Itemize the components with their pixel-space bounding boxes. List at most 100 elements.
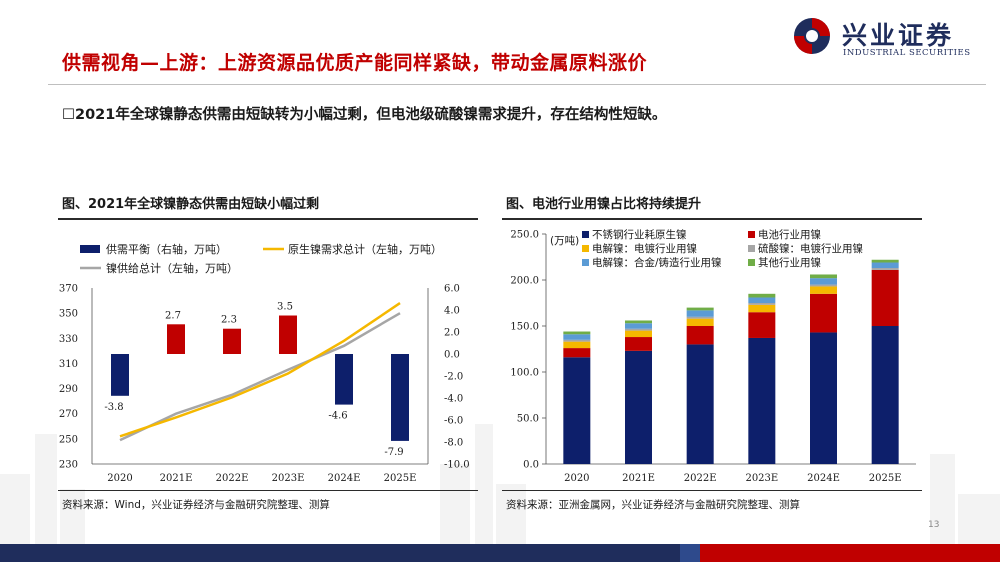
- stacked-bar-segment: [810, 293, 837, 333]
- balance-data-label: 2.3: [221, 315, 237, 326]
- stacked-bar-segment: [748, 337, 776, 464]
- balance-bar: [279, 315, 297, 354]
- left-axis-tick: 330: [59, 334, 78, 345]
- stacked-bar-segment: [563, 334, 591, 340]
- x-axis-tick: 2020: [107, 473, 132, 484]
- balance-data-label: -7.9: [384, 447, 403, 458]
- stacked-bar-segment: [748, 303, 776, 305]
- left-axis-tick: 230: [59, 460, 78, 471]
- right-chart-title: 图、电池行业用镍占比将持续提升: [506, 197, 702, 212]
- left-axis-tick: 310: [59, 359, 78, 370]
- right-axis-tick: -6.0: [444, 416, 463, 427]
- right-chart-bottom-rule: [502, 490, 922, 491]
- legend-label: 电解镍：电镀行业用镍: [592, 242, 697, 255]
- right-axis-tick: 4.0: [444, 306, 460, 317]
- stacked-bar-segment: [625, 320, 652, 324]
- x-axis-tick: 2024E: [328, 473, 361, 484]
- stacked-bar-segment: [625, 323, 652, 329]
- left-chart-top-rule: [58, 218, 478, 220]
- stacked-bar-segment: [563, 348, 591, 358]
- supply-demand-chart: 供需平衡（右轴，万吨） 原生镍需求总计（左轴，万吨） 镍供给总计（左轴，万吨） 230…: [59, 242, 470, 484]
- right-axis-tick: -4.0: [444, 394, 463, 405]
- nickel-usage-chart: 0.0 50.0 100.0 150.0 200.0 250.0 (万吨) 不锈钢行业耗原生镍…: [510, 228, 916, 484]
- stacked-bar-segment: [563, 339, 591, 342]
- stacked-bar-segment: [686, 344, 714, 464]
- stacked-bar-segment: [810, 286, 837, 294]
- right-axis-tick: 6.0: [444, 284, 460, 295]
- stacked-bar-segment: [686, 316, 714, 319]
- right-axis-tick: -2.0: [444, 372, 463, 383]
- x-axis-tick: 2021E: [160, 473, 193, 484]
- right-chart-top-rule: [502, 218, 922, 220]
- legend-label: 电解镍：合金/铸造行业用镍: [592, 256, 722, 269]
- legend-swatch: [748, 231, 755, 238]
- x-axis-tick: 2020: [564, 473, 589, 484]
- x-axis-tick: 2022E: [684, 473, 717, 484]
- left-chart-title: 图、2021年全球镍静态供需由短缺小幅过剩: [62, 197, 320, 212]
- left-axis-tick: 250: [59, 434, 78, 445]
- stacked-bar-segment: [748, 297, 776, 303]
- demand-line: [119, 302, 401, 438]
- stacked-bar-segment: [625, 337, 652, 351]
- stacked-bar-segment: [686, 318, 714, 326]
- stacked-bar-segment: [810, 274, 837, 279]
- legend-swatch: [582, 231, 589, 238]
- stacked-bar-segment: [563, 341, 591, 349]
- legend-label: 电池行业用镍: [758, 228, 821, 241]
- balance-bar: [223, 328, 241, 354]
- right-axis-tick: -10.0: [444, 460, 470, 471]
- balance-data-label: 3.5: [277, 302, 293, 313]
- legend-label: 硫酸镍：电镀行业用镍: [758, 242, 863, 255]
- legend-supply-label: 镍供给总计（左轴，万吨）: [106, 261, 238, 275]
- stacked-bar-segment: [563, 357, 591, 464]
- page-number: 13: [928, 520, 940, 530]
- balance-bar: [391, 354, 409, 441]
- left-chart-bottom-rule: [58, 490, 478, 491]
- supply-line: [119, 312, 401, 442]
- legend-swatch: [748, 259, 755, 266]
- legend-balance-label: 供需平衡（右轴，万吨）: [106, 242, 227, 256]
- y-axis-tick: 200.0: [510, 276, 539, 287]
- legend-demand-label: 原生镍需求总计（左轴，万吨）: [288, 242, 442, 256]
- right-axis-tick: 2.0: [444, 328, 460, 339]
- legend-balance-swatch: [80, 245, 100, 253]
- y-axis-tick: 0.0: [523, 460, 539, 471]
- balance-data-label: -4.6: [328, 411, 347, 422]
- legend-label: 不锈钢行业耗原生镍: [592, 228, 687, 241]
- stacked-bar-segment: [748, 312, 776, 338]
- left-axis-tick: 370: [59, 284, 78, 295]
- brand-logo: [790, 14, 990, 64]
- balance-bar: [335, 354, 353, 405]
- x-axis-tick: 2025E: [869, 473, 902, 484]
- brand-mark-icon: [794, 18, 830, 54]
- logo-chinese-name: 兴业证券: [842, 21, 955, 50]
- page-title: 供需视角—上游：上游资源品优质产能同样紧缺，带动金属原料涨价: [62, 52, 648, 74]
- stacked-bar-segment: [563, 331, 591, 335]
- stacked-bar-segment: [625, 330, 652, 338]
- x-axis-tick: 2023E: [745, 473, 778, 484]
- stacked-bar-segment: [810, 284, 837, 287]
- logo-english-name: INDUSTRIAL SECURITIES: [843, 48, 971, 58]
- stacked-bar-segment: [625, 350, 652, 464]
- stacked-bar-segment: [871, 268, 899, 270]
- stacked-bar-segment: [748, 293, 776, 298]
- checkbox-bullet-icon: ☐: [62, 107, 75, 123]
- x-axis-tick: 2025E: [384, 473, 417, 484]
- y-axis-tick: 250.0: [510, 230, 539, 241]
- unit-label: (万吨): [550, 234, 579, 247]
- balance-bar: [111, 354, 129, 396]
- stacked-bar-segment: [871, 262, 899, 269]
- x-axis-tick: 2023E: [272, 473, 305, 484]
- legend-swatch: [748, 245, 755, 252]
- x-axis-tick: 2021E: [622, 473, 655, 484]
- legend-swatch: [582, 245, 589, 252]
- legend-swatch: [582, 259, 589, 266]
- right-axis-tick: -8.0: [444, 438, 463, 449]
- left-chart-source: 资料来源：Wind，兴业证券经济与金融研究院整理、测算: [62, 499, 330, 511]
- balance-data-label: 2.7: [165, 310, 181, 321]
- stacked-bar-segment: [871, 269, 899, 326]
- balance-data-label: -3.8: [104, 402, 123, 413]
- left-axis-tick: 350: [59, 309, 78, 320]
- x-axis-tick: 2024E: [807, 473, 840, 484]
- skyline-background: [0, 424, 1000, 544]
